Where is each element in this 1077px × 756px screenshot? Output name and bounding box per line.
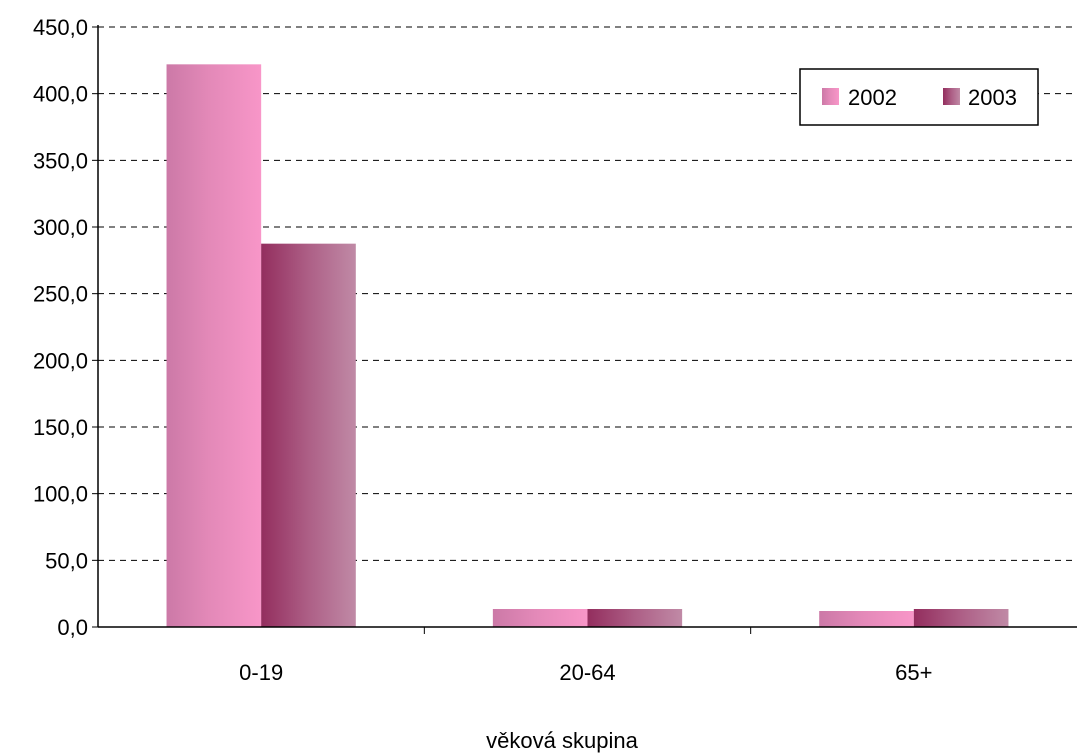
y-tick-label: 450,0	[33, 15, 88, 40]
bar-2003-65+	[913, 609, 1009, 627]
x-tick-label: 0-19	[239, 660, 283, 685]
y-tick-label: 300,0	[33, 215, 88, 240]
legend-swatch-2003	[943, 88, 960, 105]
y-tick-label: 50,0	[45, 548, 88, 573]
legend-box	[799, 68, 1039, 126]
legend-swatch-2002	[822, 88, 839, 105]
bar-2003-0-19	[261, 243, 356, 627]
bar-2002-65+	[819, 611, 914, 627]
y-tick-label: 150,0	[33, 415, 88, 440]
y-tick-label: 200,0	[33, 348, 88, 373]
legend-label-2002: 2002	[848, 85, 897, 110]
y-tick-label: 0,0	[57, 615, 88, 640]
y-tick-label: 350,0	[33, 148, 88, 173]
y-tick-label: 100,0	[33, 482, 88, 507]
axes	[92, 25, 1077, 634]
y-tick-label: 250,0	[33, 282, 88, 307]
y-tick-label: 400,0	[33, 82, 88, 107]
bar-2002-0-19	[166, 64, 262, 628]
bars	[166, 64, 1009, 628]
legend: 2002 2003	[799, 68, 1039, 126]
y-tick-labels: 0,0 50,0 100,0 150,0 200,0 250,0 300,0 350,0 400…	[33, 15, 88, 640]
bar-2002-20-64	[492, 609, 588, 627]
x-axis-title: věková skupina	[486, 728, 638, 753]
x-tick-labels: 0-19 20-64 65+	[239, 660, 932, 685]
legend-label-2003: 2003	[968, 85, 1017, 110]
x-tick-label: 65+	[895, 660, 932, 685]
bar-2003-20-64	[587, 609, 683, 627]
x-tick-label: 20-64	[559, 660, 615, 685]
